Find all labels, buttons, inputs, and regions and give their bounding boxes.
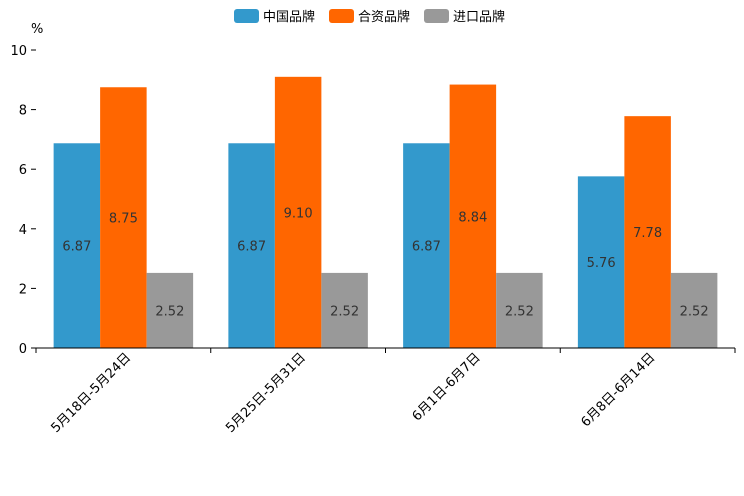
legend: 中国品牌 合资品牌 进口品牌 bbox=[234, 9, 505, 25]
bar-value-label: 6.87 bbox=[412, 240, 441, 255]
y-tick-label: 8 bbox=[19, 104, 27, 119]
y-tick-label: 6 bbox=[19, 163, 27, 178]
bar bbox=[449, 84, 497, 349]
bar-value-label: 2.52 bbox=[680, 304, 709, 319]
bar-value-label: 8.84 bbox=[458, 210, 487, 225]
bar bbox=[53, 143, 101, 348]
bar bbox=[624, 116, 671, 348]
y-tick-label: 2 bbox=[19, 282, 27, 297]
legend-label[interactable]: 进口品牌 bbox=[453, 9, 505, 25]
legend-swatch[interactable] bbox=[329, 9, 354, 23]
bar bbox=[496, 272, 543, 348]
bar bbox=[321, 272, 368, 348]
x-tick-label: 6月8日-6月14日 bbox=[579, 350, 659, 430]
bar-value-label: 6.87 bbox=[237, 240, 266, 255]
legend-label[interactable]: 中国品牌 bbox=[263, 9, 315, 25]
legend-label[interactable]: 合资品牌 bbox=[358, 9, 410, 25]
bar-value-label: 9.10 bbox=[284, 206, 313, 221]
y-tick-label: 10 bbox=[10, 44, 27, 59]
bar-value-label: 8.75 bbox=[109, 212, 138, 227]
legend-swatch[interactable] bbox=[424, 9, 449, 23]
y-axis: 0 2 4 6 8 10 bbox=[10, 44, 36, 357]
bar bbox=[577, 176, 625, 348]
legend-swatch[interactable] bbox=[234, 9, 259, 23]
bar-value-label: 5.76 bbox=[587, 256, 616, 271]
bar bbox=[228, 143, 275, 348]
x-tick-label: 5月18日-5月24日 bbox=[48, 350, 134, 436]
bar-value-label: 6.87 bbox=[62, 240, 91, 255]
bar bbox=[146, 272, 194, 348]
x-axis: 5月18日-5月24日 5月25日-5月31日 6月1日-6月7日 6月8日-6月14… bbox=[35, 347, 736, 436]
bar-value-label: 2.52 bbox=[505, 304, 534, 319]
x-tick-label: 6月1日-6月7日 bbox=[410, 350, 484, 424]
y-tick-label: 4 bbox=[19, 223, 27, 238]
bar bbox=[274, 76, 322, 348]
bar-value-label: 2.52 bbox=[155, 304, 184, 319]
bar bbox=[670, 272, 718, 348]
bar bbox=[403, 143, 450, 348]
y-axis-unit-label: % bbox=[31, 22, 43, 37]
bar-value-label: 2.52 bbox=[330, 304, 359, 319]
y-tick-label: 0 bbox=[19, 342, 27, 357]
bar bbox=[100, 87, 147, 348]
x-tick-label: 5月25日-5月31日 bbox=[223, 350, 309, 436]
bar-value-label: 7.78 bbox=[633, 226, 662, 241]
bars: 6.87 6.87 6.87 5.76 8.75 9.10 8.84 7.78 2.52 2.52… bbox=[53, 76, 718, 349]
